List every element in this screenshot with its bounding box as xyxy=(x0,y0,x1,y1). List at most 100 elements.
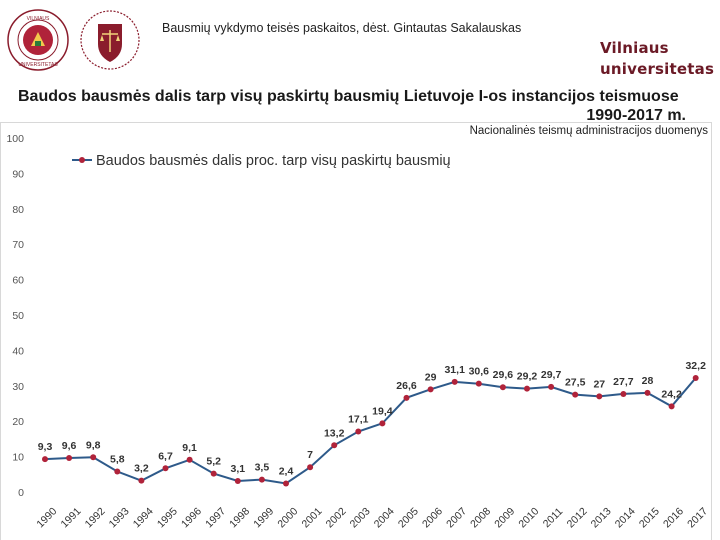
data-label: 5,8 xyxy=(110,453,125,465)
data-point-marker xyxy=(692,375,699,382)
data-label: 13,2 xyxy=(324,427,345,439)
x-tick-label: 2007 xyxy=(444,505,469,530)
data-point-marker xyxy=(162,465,169,472)
data-point-marker xyxy=(524,385,530,392)
data-point-marker xyxy=(427,386,434,393)
x-tick-label: 1998 xyxy=(227,505,252,530)
x-tick-label: 2000 xyxy=(275,505,300,530)
data-label: 27,5 xyxy=(565,377,586,389)
series-line xyxy=(44,377,697,485)
data-point-marker xyxy=(210,470,217,477)
data-point-marker xyxy=(668,403,675,410)
x-tick-label: 1994 xyxy=(131,505,156,530)
data-label: 17,1 xyxy=(348,413,369,425)
data-point-marker xyxy=(499,384,506,391)
data-label: 24,2 xyxy=(661,388,682,400)
data-label: 3,2 xyxy=(134,463,149,475)
vu-logo-line2: universitetas xyxy=(600,60,715,78)
x-tick-label: 2013 xyxy=(589,505,614,530)
x-tick-label: 2012 xyxy=(565,505,590,530)
data-label: 27,7 xyxy=(613,376,634,388)
data-label: 2,4 xyxy=(279,466,294,478)
y-tick-label: 70 xyxy=(12,239,24,251)
data-point-marker xyxy=(66,455,73,462)
data-label: 6,7 xyxy=(158,450,173,462)
x-tick-label: 1992 xyxy=(83,505,108,530)
course-header-text: Bausmių vykdymo teisės paskaitos, dėst. … xyxy=(162,21,522,35)
data-label: 29 xyxy=(425,371,437,383)
x-tick-label: 1991 xyxy=(58,505,83,530)
data-label: 9,8 xyxy=(86,439,101,451)
legend-label: Baudos bausmės dalis proc. tarp visų pas… xyxy=(96,153,451,169)
series-markers xyxy=(42,375,699,487)
data-point-marker xyxy=(307,464,314,471)
data-point-marker xyxy=(403,394,410,401)
data-label: 3,1 xyxy=(230,463,245,475)
x-tick-label: 1993 xyxy=(107,505,132,530)
data-label: 26,6 xyxy=(396,380,417,392)
x-tick-label: 2010 xyxy=(516,505,541,530)
data-label: 29,2 xyxy=(517,371,538,383)
x-tick-label: 1996 xyxy=(179,505,204,530)
data-source-note: Nacionalinės teismų administracijos duom… xyxy=(469,125,708,137)
data-label: 7 xyxy=(307,449,313,461)
y-tick-label: 50 xyxy=(12,310,24,322)
x-tick-label: 2002 xyxy=(324,505,349,530)
data-point-marker xyxy=(475,380,482,387)
data-label: 9,6 xyxy=(62,440,77,452)
data-label: 19,4 xyxy=(372,405,393,417)
chart-frame xyxy=(0,122,712,540)
data-label: 27 xyxy=(593,378,605,390)
y-tick-label: 100 xyxy=(6,133,24,145)
data-label: 31,1 xyxy=(444,364,465,376)
x-tick-label: 2004 xyxy=(372,505,397,530)
legend-marker-swatch xyxy=(79,157,85,163)
slide-title-line1: Baudos bausmės dalis tarp visų paskirtų … xyxy=(18,88,679,105)
data-label: 28 xyxy=(642,375,654,387)
law-faculty-logo xyxy=(80,10,140,70)
x-tick-label: 2001 xyxy=(299,505,324,530)
x-tick-label: 2017 xyxy=(685,505,710,530)
data-point-marker xyxy=(138,477,145,484)
data-point-marker xyxy=(283,480,289,487)
data-point-marker xyxy=(42,456,48,463)
y-tick-label: 10 xyxy=(12,452,24,464)
y-tick-label: 60 xyxy=(12,275,24,287)
data-point-marker xyxy=(114,468,121,475)
y-axis-ticks: 0 10 20 30 40 50 60 70 80 90 100 xyxy=(6,133,24,499)
vu-logo-line1: Vilniaus xyxy=(600,39,669,57)
data-point-marker xyxy=(548,383,555,390)
data-labels: 9,3 9,6 9,8 5,8 3,2 6,7 9,1 5,2 3,1 3,5 2,4 7 13,217… xyxy=(38,360,706,477)
data-label: 9,1 xyxy=(182,442,197,454)
data-point-marker xyxy=(355,428,362,435)
slide-title: Baudos bausmės dalis tarp visų paskirtų … xyxy=(18,87,686,125)
data-point-marker xyxy=(596,393,603,400)
x-tick-label: 2016 xyxy=(661,505,686,530)
x-tick-label: 1997 xyxy=(203,505,228,530)
data-label: 9,3 xyxy=(38,441,53,453)
x-tick-label: 2006 xyxy=(420,505,445,530)
y-tick-label: 40 xyxy=(12,345,24,357)
data-point-marker xyxy=(258,476,265,483)
y-tick-label: 20 xyxy=(12,416,24,428)
data-point-marker xyxy=(620,390,627,397)
vilnius-university-round-logo: VILNIAUS UNIVERSITETAS xyxy=(7,9,69,71)
data-label: 32,2 xyxy=(685,360,706,372)
data-point-marker xyxy=(90,454,97,461)
svg-text:UNIVERSITETAS: UNIVERSITETAS xyxy=(18,62,58,68)
slide-title-line2: 1990-2017 m. xyxy=(586,107,686,124)
x-tick-label: 2011 xyxy=(541,506,566,531)
x-tick-label: 1999 xyxy=(251,505,276,530)
data-point-marker xyxy=(234,478,241,485)
chart-legend: Baudos bausmės dalis proc. tarp visų pas… xyxy=(72,153,451,169)
x-tick-label: 2003 xyxy=(348,505,373,530)
data-point-marker xyxy=(331,442,338,449)
svg-text:VILNIAUS: VILNIAUS xyxy=(27,16,50,22)
x-axis-ticks: 1990 1991 1992 1993 1994 1995 1996 1997 1998 1999… xyxy=(34,505,710,530)
x-tick-label: 2014 xyxy=(613,505,638,530)
vilnius-university-wordmark: Vilniaus universitetas xyxy=(600,38,714,80)
x-tick-label: 2009 xyxy=(492,505,517,530)
x-tick-label: 2008 xyxy=(468,505,493,530)
y-tick-label: 90 xyxy=(12,168,24,180)
y-tick-label: 30 xyxy=(12,381,24,393)
